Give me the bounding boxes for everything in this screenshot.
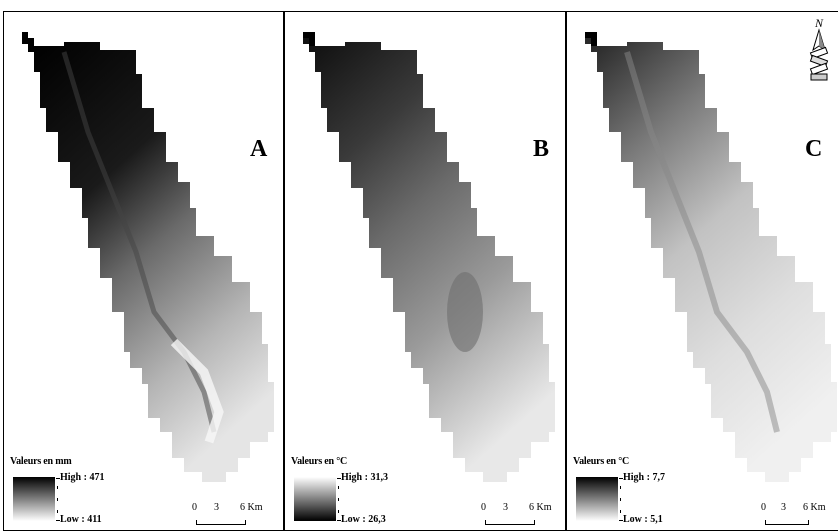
scale-bar-a: 0 3 6 Km: [192, 502, 283, 526]
scale-bar-line: [485, 520, 535, 525]
legend-tick: [619, 478, 623, 479]
legend-low-label: Low : 5,1: [623, 514, 663, 525]
scale-tick-3: 3: [503, 502, 508, 513]
scale-bar-c: 0 3 6 Km: [761, 502, 838, 526]
temperature-min-raster-map: [585, 32, 837, 482]
legend-b: Valeurs en °C High : 31,3 Low : 26,3: [291, 456, 461, 530]
scale-tick-3: 3: [214, 502, 219, 513]
scale-tick-0: 0: [481, 502, 486, 513]
panel-letter-a: A: [250, 136, 268, 162]
legend-tick: [338, 510, 339, 513]
legend-tick: [619, 520, 623, 521]
legend-tick: [57, 510, 58, 513]
scale-tick-0: 0: [192, 502, 197, 513]
legend-a: Valeurs en mm High : 471 Low : 411: [10, 456, 180, 530]
legend-tick: [57, 498, 58, 501]
scale-tick-3: 3: [781, 502, 786, 513]
legend-low-label: Low : 411: [60, 514, 102, 525]
scale-tick-6: 6 Km: [240, 502, 263, 513]
legend-tick: [620, 498, 621, 501]
north-label: N: [814, 16, 824, 30]
panel-letter-b: B: [533, 136, 550, 162]
legend-tick: [620, 486, 621, 489]
legend-title: Valeurs en °C: [573, 456, 630, 467]
precipitation-raster-map: [22, 32, 274, 482]
legend-title: Valeurs en mm: [10, 456, 72, 467]
scale-tick-0: 0: [761, 502, 766, 513]
north-arrow-icon: N: [803, 16, 835, 93]
legend-tick: [57, 486, 58, 489]
legend-tick: [338, 486, 339, 489]
scale-bar-b: 0 3 6 Km: [481, 502, 565, 526]
legend-high-label: High : 7,7: [623, 472, 665, 483]
legend-tick: [620, 510, 621, 513]
map-panel-b: B Valeurs en °C High : 31,3 Low : 26,3 0…: [284, 11, 566, 531]
legend-title: Valeurs en °C: [291, 456, 348, 467]
scale-bar-line: [196, 520, 246, 525]
scale-bar-line: [765, 520, 809, 525]
scale-tick-6: 6 Km: [529, 502, 552, 513]
color-ramp-swatch: [13, 477, 55, 521]
map-panel-c: N C Valeurs en °C High : 7,7 Low : 5,1 0…: [566, 11, 838, 531]
legend-high-label: High : 471: [60, 472, 105, 483]
legend-tick: [337, 478, 341, 479]
legend-high-label: High : 31,3: [341, 472, 388, 483]
panel-letter-c: C: [805, 136, 823, 162]
color-ramp-swatch: [294, 477, 336, 521]
legend-tick: [337, 520, 341, 521]
legend-low-label: Low : 26,3: [341, 514, 386, 525]
legend-c: Valeurs en °C High : 7,7 Low : 5,1: [573, 456, 743, 530]
map-panel-a: A Valeurs en mm High : 471 Low : 411 0 3…: [3, 11, 284, 531]
temperature-max-raster-map: [303, 32, 555, 482]
legend-tick: [56, 520, 60, 521]
legend-tick: [56, 478, 60, 479]
color-ramp-swatch: [576, 477, 618, 521]
legend-tick: [338, 498, 339, 501]
scale-tick-6: 6 Km: [803, 502, 826, 513]
